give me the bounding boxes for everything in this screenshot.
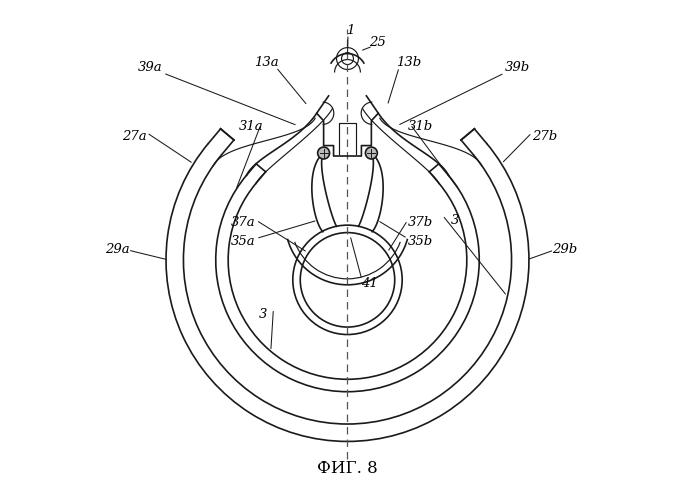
- Text: 13a: 13a: [254, 56, 278, 68]
- Text: 3: 3: [259, 308, 267, 321]
- Text: 39b: 39b: [504, 60, 530, 74]
- Text: 25: 25: [370, 36, 386, 49]
- Circle shape: [366, 147, 377, 159]
- Text: 31a: 31a: [238, 120, 263, 133]
- Text: 27b: 27b: [532, 130, 557, 143]
- Text: 1: 1: [346, 24, 354, 36]
- Text: 35b: 35b: [408, 234, 433, 248]
- Circle shape: [318, 147, 330, 159]
- Text: 13b: 13b: [397, 56, 422, 68]
- Text: 29a: 29a: [106, 244, 130, 256]
- Text: ФИГ. 8: ФИГ. 8: [317, 460, 378, 477]
- Text: 29b: 29b: [551, 244, 577, 256]
- Text: 41: 41: [361, 278, 378, 290]
- Text: 39a: 39a: [138, 60, 163, 74]
- Text: 37b: 37b: [408, 216, 433, 229]
- Text: 37a: 37a: [231, 216, 256, 229]
- Text: 27a: 27a: [122, 130, 146, 143]
- Text: 31b: 31b: [408, 120, 433, 133]
- Text: 35a: 35a: [231, 234, 256, 248]
- Text: 3: 3: [451, 214, 459, 226]
